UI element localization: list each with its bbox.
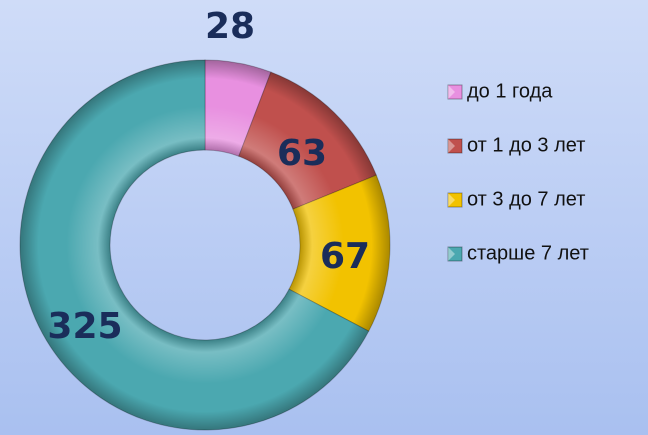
legend-label: до 1 года — [467, 80, 553, 102]
legend-marker-bevel — [448, 247, 455, 261]
slice-bevel — [238, 72, 377, 210]
slice-bevel — [20, 60, 369, 430]
legend-label: старше 7 лет — [467, 242, 589, 264]
legend-label: от 3 до 7 лет — [467, 188, 585, 210]
legend-marker — [447, 138, 463, 154]
data-label: 28 — [205, 6, 255, 47]
legend-marker-bevel — [448, 85, 455, 99]
legend-marker-bevel — [448, 193, 455, 207]
legend-marker-bevel — [448, 139, 455, 153]
data-label: 325 — [47, 306, 122, 347]
legend-label: от 1 до 3 лет — [467, 134, 585, 156]
data-label: 63 — [277, 133, 327, 174]
legend-marker — [447, 192, 463, 208]
data-label: 67 — [320, 236, 370, 277]
slice-bevel — [289, 175, 390, 332]
legend-marker — [447, 246, 463, 262]
slice-bevel — [205, 60, 271, 157]
legend-marker — [447, 84, 463, 100]
